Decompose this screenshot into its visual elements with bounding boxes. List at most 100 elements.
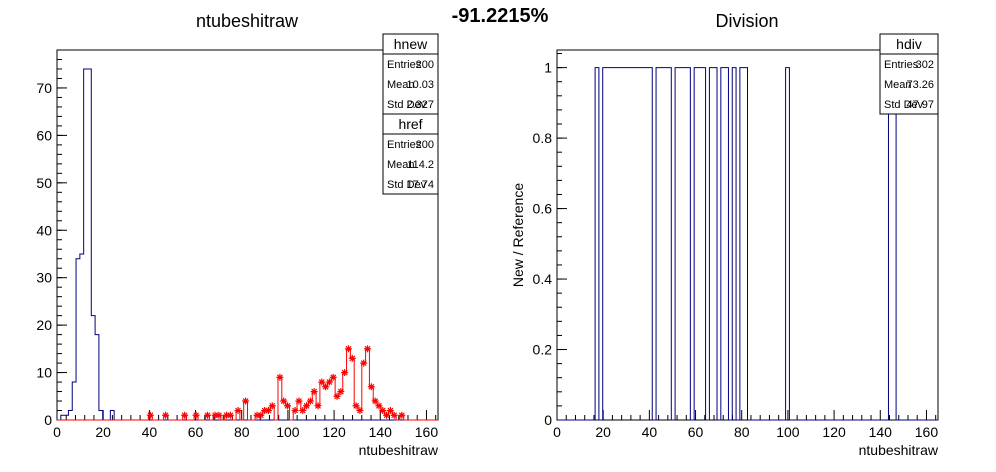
x-tick-label: 80 <box>234 424 250 440</box>
data-point-marker <box>303 402 311 410</box>
data-point-marker <box>192 411 200 419</box>
y-tick-label: 0.2 <box>533 342 553 358</box>
y-tick-label: 1 <box>544 60 552 76</box>
data-point-marker <box>325 378 333 386</box>
marker-stroke <box>257 412 264 419</box>
stats-row-label: Entries <box>387 139 422 151</box>
data-point-marker <box>364 345 372 353</box>
marker-stroke <box>360 360 367 367</box>
marker-stroke <box>334 393 340 400</box>
marker-stroke <box>379 407 386 414</box>
left-plot-frame <box>56 49 439 421</box>
data-point-marker <box>360 359 368 367</box>
left-histogram-panel: ntubeshitraw 0 20 40 60 80 100 120 140 160 0 10 20 3… <box>36 11 438 458</box>
marker-stroke <box>322 383 329 390</box>
x-tick-label: 0 <box>53 424 61 440</box>
marker-stroke <box>181 412 188 419</box>
marker-stroke <box>147 412 154 419</box>
marker-stroke <box>242 398 249 404</box>
x-tick-label: 60 <box>188 424 204 440</box>
stats-row-label: Entries <box>884 59 919 71</box>
left-axis-ticks: 0 20 40 60 80 100 120 140 160 0 10 20 30 40 50 60 70 <box>36 49 439 440</box>
marker-stroke <box>337 388 344 395</box>
left-chart-title: ntubeshitraw <box>196 11 299 31</box>
x-tick-label: 100 <box>276 424 300 440</box>
x-tick-label: 160 <box>915 424 939 440</box>
data-point-marker <box>356 407 364 415</box>
marker-stroke <box>349 355 356 362</box>
marker-stroke <box>341 369 348 376</box>
data-point-marker <box>398 411 406 419</box>
y-tick-label: 60 <box>36 127 52 143</box>
stats-box-frame <box>382 33 439 115</box>
marker-stroke <box>307 398 314 404</box>
stats-row-value: 302 <box>916 59 934 71</box>
marker-stroke <box>376 402 382 409</box>
marker-stroke <box>292 407 299 414</box>
data-point-marker <box>371 397 379 405</box>
x-tick-label: 160 <box>415 424 439 440</box>
marker-stroke <box>204 412 211 419</box>
x-tick-label: 40 <box>642 424 658 440</box>
marker-stroke <box>383 412 390 419</box>
x-tick-label: 120 <box>322 424 346 440</box>
left-x-axis-title: ntubeshitraw <box>359 442 439 458</box>
data-point-marker <box>367 383 375 391</box>
marker-stroke <box>353 402 360 409</box>
stats-row-label: Mean <box>387 79 415 91</box>
marker-stroke <box>296 398 302 404</box>
y-tick-label: 70 <box>36 80 52 96</box>
y-tick-label: 40 <box>36 222 52 238</box>
data-point-marker <box>284 402 292 410</box>
marker-stroke <box>227 412 234 419</box>
marker-stroke <box>162 412 169 419</box>
data-point-marker <box>337 388 345 396</box>
data-point-marker <box>341 369 349 377</box>
marker-stroke <box>265 407 272 414</box>
x-tick-label: 20 <box>595 424 611 440</box>
marker-stroke <box>235 407 241 414</box>
series-step-line-hnew <box>57 68 438 421</box>
stats-row-value: 200 <box>416 59 434 71</box>
stats-row-label: Mean <box>884 79 912 91</box>
left-series-layer <box>57 68 438 421</box>
marker-stroke <box>315 402 321 409</box>
right-x-axis-title: ntubeshitraw <box>859 442 939 458</box>
marker-stroke <box>216 412 222 419</box>
data-point-marker <box>146 411 154 419</box>
data-point-marker <box>257 411 265 419</box>
stats-box-title: hnew <box>394 36 428 52</box>
stats-row-value: 47.97 <box>906 99 934 111</box>
data-point-marker <box>329 373 337 381</box>
stats-row-label: Mean <box>387 159 415 171</box>
stats-box-title: hdiv <box>896 36 922 52</box>
x-tick-label: 40 <box>142 424 158 440</box>
stats-row-label: Std Dev <box>884 99 924 111</box>
y-tick-label: 0.6 <box>533 201 553 217</box>
marker-stroke <box>269 402 276 409</box>
data-point-marker <box>203 411 211 419</box>
stats-box-frame <box>382 113 439 195</box>
x-tick-label: 140 <box>869 424 893 440</box>
marker-stroke <box>387 407 394 414</box>
comparison-percentage: -91.2215% <box>452 5 549 27</box>
y-tick-label: 30 <box>36 270 52 286</box>
marker-stroke <box>311 388 318 395</box>
marker-stroke <box>372 398 379 404</box>
data-point-marker <box>268 402 276 410</box>
y-tick-label: 0.8 <box>533 130 553 146</box>
x-tick-label: 120 <box>822 424 846 440</box>
x-tick-label: 80 <box>734 424 750 440</box>
data-point-marker <box>386 407 394 415</box>
data-point-marker <box>306 397 314 405</box>
x-tick-label: 0 <box>553 424 561 440</box>
data-point-marker <box>322 383 330 391</box>
stats-row-label: Entries <box>387 59 422 71</box>
data-point-marker <box>295 397 303 405</box>
stats-row-label: Std Dev <box>387 99 427 111</box>
